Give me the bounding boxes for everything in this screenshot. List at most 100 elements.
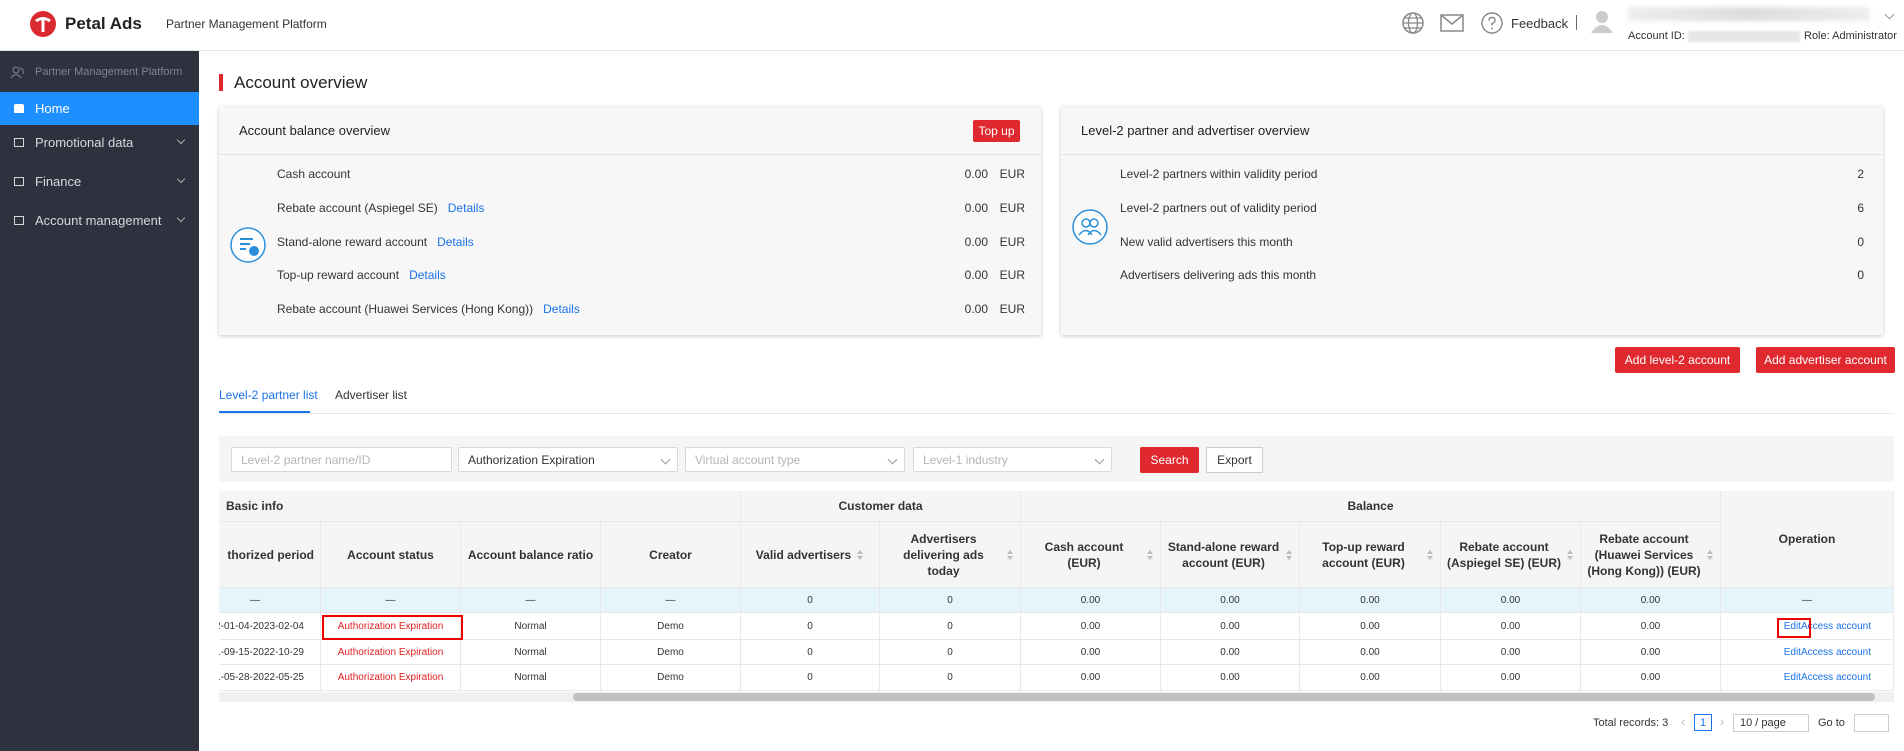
highlight-box	[1777, 618, 1811, 638]
table-cell: Normal	[461, 665, 601, 691]
column-header: Top-up reward account (EUR)	[1300, 522, 1441, 588]
mail-icon[interactable]	[1440, 14, 1464, 32]
sidebar-item[interactable]: Account management	[0, 204, 199, 237]
goto-input[interactable]	[1854, 714, 1889, 732]
sidebar-item[interactable]: Finance	[0, 165, 199, 198]
feedback-link[interactable]: Feedback	[1511, 16, 1569, 31]
menu-chevron	[176, 213, 186, 223]
balance-amount: 0.00	[964, 302, 988, 316]
tab-line	[219, 413, 1894, 414]
header-text: Account balance ratio	[467, 547, 594, 562]
help-icon[interactable]	[1481, 12, 1503, 34]
table-cell: 0.00	[1441, 640, 1581, 665]
title-accent	[219, 74, 223, 91]
prev-page[interactable]: ‹	[1681, 714, 1686, 729]
scroll-thumb[interactable]	[573, 693, 1875, 701]
page-title: Account overview	[234, 73, 368, 92]
platform-name: Partner Management Platform	[166, 17, 327, 31]
operation-link[interactable]: Access account	[1800, 672, 1871, 683]
column-header: Account balance ratio	[461, 522, 601, 588]
globe-icon[interactable]	[1401, 11, 1425, 35]
balance-currency: EUR	[999, 235, 1025, 249]
table-cell: 0.00	[1300, 613, 1441, 640]
balance-amount: 0.00	[964, 235, 988, 249]
table-cell: 0.00	[1161, 665, 1300, 691]
page-size: 10 / page	[1740, 717, 1786, 729]
sort-icon[interactable]	[1566, 549, 1574, 561]
balance-label: Rebate account (Aspiegel SE) Details	[277, 201, 485, 215]
column-header: Operation	[1721, 491, 1894, 588]
filter-select[interactable]: Level-1 industry	[913, 447, 1112, 472]
operation-link[interactable]: Edit	[1783, 672, 1801, 683]
sort-icon[interactable]	[1285, 549, 1293, 561]
page-size-select[interactable]: 10 / page	[1733, 714, 1809, 732]
details-link[interactable]: Details	[409, 268, 446, 282]
sort-icon[interactable]	[1426, 549, 1434, 561]
top-up-button[interactable]: Top up	[973, 120, 1020, 142]
next-page[interactable]: ›	[1720, 714, 1725, 729]
add-advertiser-button[interactable]: Add advertiser account	[1756, 347, 1895, 373]
header-text: Stand-alone reward account (EUR)	[1167, 539, 1280, 570]
redacted-name	[1628, 7, 1870, 21]
summary-cell: —	[461, 588, 601, 613]
tab[interactable]: Advertiser list	[335, 388, 408, 402]
header-text: Operation	[1778, 532, 1836, 546]
avatar[interactable]	[1590, 9, 1614, 33]
filter-input[interactable]: Level-2 partner name/ID	[231, 447, 452, 472]
menu-icon	[14, 138, 24, 147]
table-cell: 1-05-28-2022-05-25	[219, 665, 321, 691]
partner-value: 6	[1857, 201, 1864, 215]
menu-icon	[14, 177, 24, 186]
table-cell: Demo	[601, 613, 741, 640]
sort-icon[interactable]	[1706, 549, 1714, 561]
column-header: Rebate account (Aspiegel SE) (EUR)	[1441, 522, 1581, 588]
sidebar-item[interactable]: Promotional data	[0, 126, 199, 159]
filter-select[interactable]: Authorization Expiration	[458, 447, 678, 472]
summary-cell: —	[1721, 588, 1894, 613]
current-page[interactable]: 1	[1694, 714, 1712, 731]
details-link[interactable]: Details	[543, 302, 580, 316]
header-text: Rebate account (Aspiegel SE) (EUR)	[1447, 539, 1562, 570]
tab-active[interactable]: Level-2 partner list	[219, 388, 318, 402]
table-cell: 0.00	[1581, 613, 1721, 640]
table-cell: 1-09-15-2022-10-29	[219, 640, 321, 665]
operation-link[interactable]: Access account	[1800, 620, 1871, 632]
table-cell: 0	[880, 665, 1021, 691]
add-level2-button[interactable]: Add level-2 account	[1615, 347, 1740, 373]
operation-link[interactable]: Edit	[1783, 646, 1801, 658]
operation-link[interactable]: Access account	[1800, 646, 1871, 658]
menu-label: Finance	[35, 174, 82, 189]
table-cell: 0	[741, 665, 880, 691]
search-button[interactable]: Search	[1140, 447, 1199, 473]
table-cell: Demo	[601, 640, 741, 665]
summary-cell: 0	[880, 588, 1021, 613]
logo-icon	[30, 11, 56, 37]
menu-chevron	[176, 135, 186, 145]
sort-icon[interactable]	[1006, 549, 1014, 561]
export-button[interactable]: Export	[1206, 447, 1263, 473]
select-value: Authorization Expiration	[468, 452, 595, 467]
sort-icon[interactable]	[856, 549, 864, 561]
table-cell: 0.00	[1161, 640, 1300, 665]
table-cell: Normal	[461, 640, 601, 665]
logo-text: Petal Ads	[65, 14, 142, 33]
sidebar-title: Partner Management Platform	[0, 55, 199, 88]
details-link[interactable]: Details	[447, 201, 485, 215]
table-cell: Normal	[461, 613, 601, 640]
table-cell: 0.00	[1300, 665, 1441, 691]
operation-link[interactable]: Edit	[1783, 620, 1801, 632]
table-cell: 0.00	[1441, 613, 1581, 640]
sidebar-item[interactable]: Home	[0, 92, 199, 125]
filter-select[interactable]: Virtual account type	[685, 447, 905, 472]
menu-icon	[14, 216, 24, 225]
sort-icon[interactable]	[1146, 549, 1154, 561]
column-header: Advertisers delivering ads today	[880, 522, 1021, 588]
table-cell: 0.00	[1161, 613, 1300, 640]
menu-label: Account management	[35, 213, 162, 228]
details-link[interactable]: Details	[437, 235, 474, 249]
role: Role: Administrator	[1804, 30, 1897, 42]
header-text: Advertisers delivering ads today	[903, 531, 984, 578]
balance-amount: 0.00	[964, 268, 988, 282]
